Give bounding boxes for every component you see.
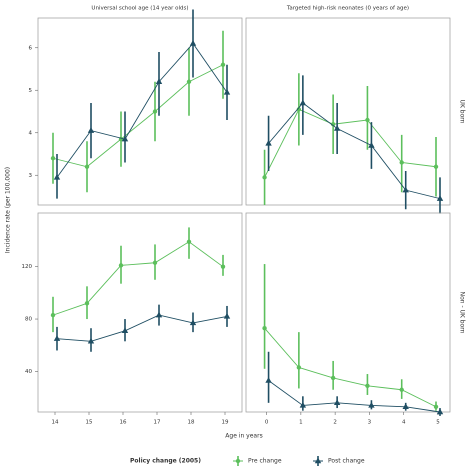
marker (189, 40, 197, 46)
series-line (264, 108, 437, 178)
y-axis-label: Incidence rate (per 100,000) (5, 167, 12, 253)
marker (265, 139, 272, 146)
marker (402, 403, 409, 409)
marker (262, 326, 267, 331)
legend-label: Post change (328, 458, 365, 465)
marker (436, 408, 444, 415)
marker (121, 135, 129, 142)
marker (53, 335, 61, 341)
marker (87, 127, 95, 133)
column-title: Targeted high-risk neonates (0 years of … (286, 6, 409, 12)
panel-frame (37, 17, 243, 206)
series-line (56, 314, 228, 342)
x-tick-label: 3 (368, 420, 372, 426)
y-tick-label: 40 (25, 369, 32, 375)
series-line (268, 380, 441, 413)
marker (296, 107, 302, 112)
marker (186, 239, 192, 245)
marker (365, 117, 370, 123)
marker (399, 387, 404, 392)
marker (186, 79, 192, 84)
marker (433, 164, 439, 169)
series-line (56, 42, 228, 178)
marker (118, 263, 124, 268)
x-tick-label: 14 (52, 420, 59, 426)
marker (84, 301, 90, 306)
marker (223, 312, 231, 319)
marker (189, 319, 197, 326)
marker (436, 195, 444, 201)
x-tick-label: 4 (402, 420, 406, 426)
marker (399, 160, 404, 165)
marker (265, 377, 272, 383)
x-tick-label: 19 (222, 420, 229, 426)
marker (87, 337, 95, 344)
marker (50, 312, 56, 318)
marker (152, 109, 158, 114)
marker (299, 99, 307, 106)
marker (333, 125, 341, 131)
marker (330, 122, 336, 127)
y-tick-label: 6 (29, 45, 33, 51)
marker (299, 401, 307, 408)
x-tick-label: 16 (120, 420, 127, 426)
series-line (268, 102, 441, 200)
x-tick-label: 5 (436, 420, 440, 426)
marker (368, 401, 375, 408)
marker (314, 457, 322, 464)
marker (235, 458, 241, 464)
marker (368, 142, 375, 148)
y-tick-label: 4 (29, 130, 33, 136)
y-tick-label: 80 (25, 317, 32, 323)
marker (365, 383, 370, 389)
series-line (52, 64, 224, 168)
x-tick-label: 15 (86, 420, 93, 426)
y-tick-label: 3 (29, 173, 33, 179)
marker (155, 311, 163, 318)
legend-title: Policy change (2005) (130, 458, 201, 465)
marker (296, 365, 302, 370)
marker (402, 186, 409, 193)
x-tick-label: 18 (188, 420, 195, 426)
marker (220, 264, 226, 269)
marker (262, 175, 267, 180)
marker (330, 375, 336, 381)
row-label: UK born (459, 100, 466, 124)
x-axis-label: Age in years (225, 433, 262, 440)
marker (50, 156, 56, 161)
x-tick-label: 1 (299, 420, 303, 426)
y-tick-label: 5 (29, 88, 33, 94)
x-tick-label: 17 (154, 420, 161, 426)
marker (152, 260, 158, 265)
marker (155, 78, 163, 84)
panel-frame (37, 212, 243, 413)
series-line (52, 241, 224, 316)
marker (121, 327, 129, 334)
marker (53, 173, 61, 180)
marker (220, 62, 226, 67)
marker (223, 88, 231, 95)
marker (84, 164, 90, 169)
row-label: Non - UK born (459, 292, 466, 334)
x-tick-label: 2 (333, 420, 337, 426)
marker (333, 399, 341, 406)
column-title: Universal school age (14 year olds) (91, 6, 188, 12)
series-line (264, 327, 437, 408)
panel-frame (245, 17, 451, 206)
marker (433, 404, 439, 409)
x-tick-label: 0 (265, 420, 269, 426)
panel-frame (245, 212, 451, 413)
legend-label: Pre change (248, 458, 282, 465)
y-tick-label: 120 (22, 264, 33, 270)
